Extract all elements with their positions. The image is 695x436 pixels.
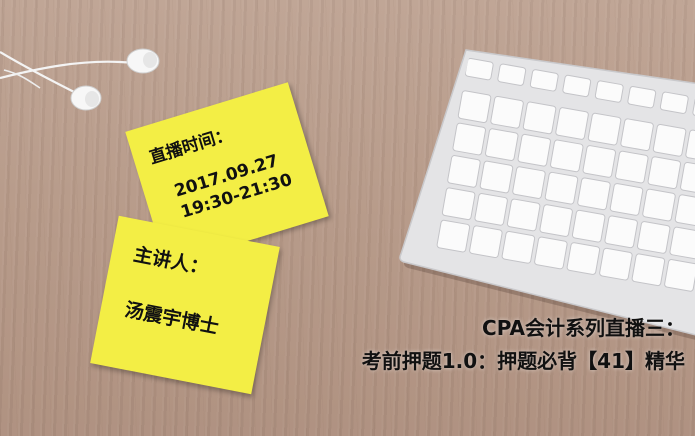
keyboard-key [599,247,633,281]
keyboard-key [447,155,481,188]
keyboard-key [555,107,589,140]
keyboard-key [674,194,695,227]
speaker-name: 汤震宇博士 [122,298,221,339]
keyboard-key [436,219,471,253]
keyboard-key [692,97,695,120]
keyboard-key [587,112,622,146]
keyboard-key [517,133,551,167]
speaker-label: 主讲人： [131,243,211,280]
keyboard-key [479,160,514,194]
keyboard-key [506,198,541,232]
keyboard-key [647,156,682,190]
keyboard-key [627,86,657,109]
keyboard-key [652,123,687,157]
keyboard-key [594,80,624,103]
keyboard-key [577,177,611,211]
keyboard-key [615,150,649,184]
keyboard-key [469,225,503,259]
keyboard-key [485,128,519,161]
keyboard-key [685,129,695,163]
keyboard-key [539,204,573,237]
keyboard-key [512,166,546,199]
keyboard-key [529,69,559,92]
keyboard-key [441,187,476,221]
keyboard-key [464,57,494,81]
keyboard-key [550,139,584,173]
keyboard-key [474,193,508,226]
keyboard-key [522,101,557,135]
sticky-note-speaker: 主讲人： 汤震宇博士 [90,215,280,395]
keyboard-key [636,221,671,254]
keyboard-key [501,230,536,264]
keyboard-key [534,236,568,270]
keyboard-key [562,74,592,98]
keyboard-key [571,209,606,243]
keyboard-key [490,95,524,129]
keyboard-key [642,188,676,222]
keyboard-key [680,161,695,195]
keyboard-key [582,145,617,178]
keyboard-key [669,226,695,260]
keyboard-key [566,242,601,275]
keyboard-key [497,63,527,86]
keyboard-key [620,118,654,152]
keyboard-key [604,215,638,249]
caption-series-title: CPA会计系列直播三： [482,316,685,340]
keyboard-key [664,259,695,292]
keyboard-key [452,122,486,156]
broadcast-time-label: 直播时间： [147,124,235,169]
keyboard-key [609,183,644,216]
keyboard-key [659,91,689,114]
keyboard-key [544,171,579,205]
caption-episode-title: 考前押题1.0：押题必背【41】精华 [361,349,685,373]
keyboard-key [631,253,666,287]
keyboard-key [457,90,492,123]
